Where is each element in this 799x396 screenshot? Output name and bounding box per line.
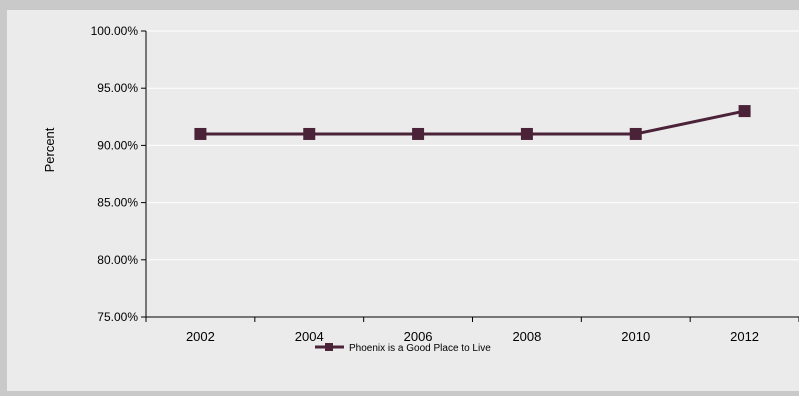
x-tick-label: 2012: [730, 329, 759, 344]
line-chart: 75.00% 80.00% 85.00% 90.00% 95.00% 100.00% 20…: [42, 24, 799, 354]
axes: [145, 31, 799, 318]
data-point-marker: [738, 105, 751, 118]
data-point-marker: [303, 127, 316, 140]
data-point-marker: [629, 127, 642, 140]
series-layer: [194, 105, 751, 140]
x-axis-ticks: 2002 2004 2006 2008 2010 2012: [145, 317, 799, 344]
y-tick-label: 80.00%: [97, 253, 138, 267]
y-tick-label: 75.00%: [97, 310, 138, 324]
y-tick-label: 85.00%: [97, 196, 138, 210]
x-tick-label: 2008: [512, 329, 541, 344]
data-point-marker: [520, 127, 533, 140]
x-tick-label: 2010: [621, 329, 650, 344]
chart-frame: 75.00% 80.00% 85.00% 90.00% 95.00% 100.00% 20…: [7, 10, 799, 391]
y-axis-ticks: 75.00% 80.00% 85.00% 90.00% 95.00% 100.00%: [91, 24, 146, 324]
legend-marker-swatch: [325, 343, 333, 351]
y-axis-label: Percent: [42, 127, 57, 172]
x-tick-label: 2006: [404, 329, 433, 344]
legend-label: Phoenix is a Good Place to Live: [349, 343, 491, 354]
x-tick-label: 2002: [186, 329, 215, 344]
y-tick-label: 95.00%: [97, 81, 138, 95]
x-tick-label: 2004: [295, 329, 324, 344]
data-point-marker: [412, 127, 425, 140]
y-tick-label: 100.00%: [91, 24, 139, 38]
gridlines: [146, 30, 799, 261]
y-tick-label: 90.00%: [97, 138, 138, 152]
series-line: [200, 109, 745, 136]
legend: Phoenix is a Good Place to Live: [315, 343, 491, 354]
data-point-marker: [194, 127, 207, 140]
